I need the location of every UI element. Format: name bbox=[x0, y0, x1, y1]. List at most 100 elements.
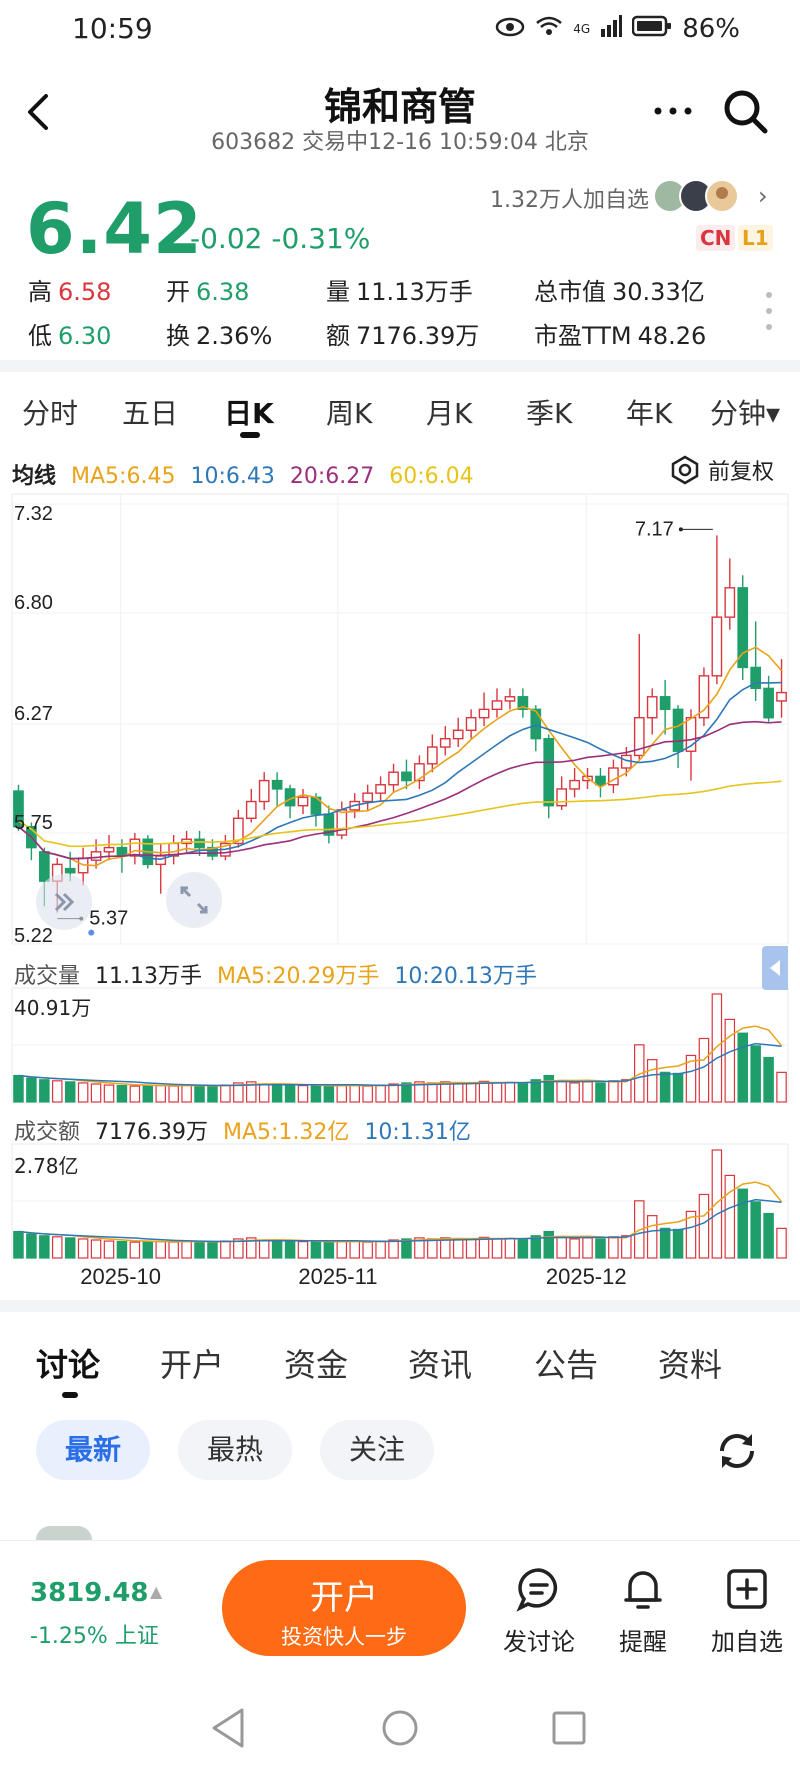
stat-open: 开 6.38 bbox=[166, 278, 250, 306]
nav-home-icon bbox=[382, 1710, 418, 1746]
candle-body bbox=[194, 838, 205, 849]
stat-turnover: 换 2.36% bbox=[166, 322, 273, 350]
stat-volume: 量 11.13万手 bbox=[326, 278, 473, 306]
refresh-button[interactable] bbox=[712, 1426, 762, 1476]
expand-left-button[interactable] bbox=[36, 874, 92, 930]
tab-minute[interactable]: 分钟▾ bbox=[710, 397, 781, 430]
search-button[interactable] bbox=[720, 86, 772, 138]
volume-bar bbox=[349, 1084, 360, 1103]
tab-discussion[interactable]: 讨论 bbox=[36, 1346, 101, 1384]
candle-body bbox=[103, 846, 115, 853]
amount-bar bbox=[336, 1240, 348, 1259]
more-button[interactable] bbox=[650, 96, 696, 126]
back-button[interactable] bbox=[20, 82, 64, 142]
candle-body bbox=[401, 771, 412, 782]
open-account-button[interactable]: 开户 投资快人一步 bbox=[222, 1560, 466, 1656]
volume-bar bbox=[672, 1072, 684, 1103]
side-panel-toggle[interactable] bbox=[762, 946, 788, 990]
volume-legend: 成交量 11.13万手 MA5:20.29万手 10:20.13万手 bbox=[14, 964, 537, 989]
filter-hot[interactable]: 最热 bbox=[178, 1420, 292, 1480]
volume-bar bbox=[26, 1077, 37, 1103]
index-change[interactable]: -1.25% 上证 bbox=[30, 1624, 159, 1649]
volume-bar bbox=[698, 1037, 710, 1103]
amount-ma10-line bbox=[18, 1198, 782, 1243]
chevron-left-icon bbox=[28, 94, 48, 130]
amount-bar bbox=[659, 1227, 671, 1259]
status-bar: 10:59 4G 86% bbox=[0, 0, 800, 60]
tab-daily-k[interactable]: 日K bbox=[224, 397, 274, 430]
divider bbox=[0, 360, 800, 372]
fullscreen-button[interactable] bbox=[166, 872, 222, 928]
volume-bar bbox=[478, 1080, 490, 1103]
adjust-toggle[interactable]: 前复权 bbox=[670, 454, 774, 486]
ma-legend: 均线 MA5:6.45 10:6.43 20:6.27 60:6.04 bbox=[12, 458, 482, 490]
filter-latest[interactable]: 最新 bbox=[36, 1420, 150, 1480]
kline-chart[interactable]: 7.32 6.80 6.27 5.75 5.22 7.17 5.37 2025-10 2025… bbox=[0, 488, 800, 1288]
filter-following[interactable]: 关注 bbox=[320, 1420, 434, 1480]
tab-capital[interactable]: 资金 bbox=[284, 1346, 349, 1384]
tab-open-account[interactable]: 开户 bbox=[160, 1346, 225, 1384]
volume-bar bbox=[271, 1084, 283, 1103]
candle-body bbox=[129, 838, 141, 857]
amount-bar bbox=[181, 1240, 192, 1259]
amount-bar bbox=[258, 1239, 270, 1259]
volume-bar bbox=[465, 1082, 477, 1103]
price-alert-button[interactable]: 提醒 bbox=[598, 1566, 688, 1657]
amount-bar bbox=[194, 1240, 205, 1259]
tab-five-day[interactable]: 五日 bbox=[122, 397, 179, 430]
open-account-subtitle: 投资快人一步 bbox=[281, 1625, 407, 1649]
x-tick-label: 2025-12 bbox=[546, 1264, 627, 1288]
amount-bar bbox=[556, 1236, 567, 1259]
candle-body bbox=[13, 790, 24, 828]
add-watchlist-button[interactable]: 加自选 bbox=[702, 1566, 792, 1657]
candle-body bbox=[504, 696, 516, 702]
candle-body bbox=[737, 587, 749, 669]
tab-yearly-k[interactable]: 年K bbox=[626, 397, 673, 430]
amount-bar bbox=[750, 1201, 761, 1259]
volume-bar bbox=[401, 1082, 412, 1103]
amount-bar bbox=[595, 1238, 606, 1259]
active-tab-indicator bbox=[62, 1392, 78, 1398]
candle-body bbox=[271, 779, 283, 790]
volume-bar bbox=[582, 1081, 593, 1103]
candle-body bbox=[297, 796, 309, 807]
battery-level: 86% bbox=[682, 14, 740, 44]
tab-quarterly-k[interactable]: 季K bbox=[526, 397, 573, 430]
eye-icon bbox=[495, 14, 525, 44]
ma20-value: 20:6.27 bbox=[289, 464, 375, 489]
add-square-icon bbox=[727, 1569, 767, 1609]
tab-monthly-k[interactable]: 月K bbox=[426, 397, 473, 430]
tab-intraday[interactable]: 分时 bbox=[22, 397, 79, 430]
tab-news[interactable]: 资讯 bbox=[408, 1346, 473, 1384]
watcher-avatars[interactable] bbox=[652, 178, 748, 214]
low-marker-label: 5.37 bbox=[89, 908, 128, 930]
amount-bar bbox=[672, 1228, 684, 1259]
watchers-count[interactable]: 1.32万人加自选 bbox=[490, 188, 649, 213]
content-tabs: 讨论 开户 资金 资讯 公告 资料 bbox=[0, 1318, 800, 1398]
amount-bar bbox=[129, 1241, 141, 1259]
fullscreen-icon bbox=[180, 886, 208, 914]
ma60-line bbox=[18, 780, 782, 848]
candle-body bbox=[569, 779, 580, 790]
tab-profile[interactable]: 资料 bbox=[658, 1346, 723, 1384]
ma10-line bbox=[17, 681, 782, 860]
volume-bar bbox=[103, 1084, 115, 1103]
expand-stats-icon[interactable] bbox=[764, 290, 774, 332]
period-tabs: 分时 五日 日K 周K 月K 季K 年K 分钟▾ bbox=[0, 376, 800, 442]
index-value[interactable]: 3819.48 bbox=[30, 1578, 149, 1608]
amount-bar bbox=[233, 1238, 244, 1259]
amount-bar bbox=[491, 1238, 503, 1259]
volume-bar bbox=[621, 1079, 632, 1103]
tab-weekly-k[interactable]: 周K bbox=[326, 397, 373, 430]
stat-amount: 额 7176.39万 bbox=[326, 322, 480, 350]
x-tick-label: 2025-11 bbox=[298, 1264, 377, 1288]
amount-bar bbox=[246, 1237, 257, 1259]
volume-bar bbox=[659, 1071, 671, 1103]
post-discussion-button[interactable]: 发讨论 bbox=[494, 1566, 584, 1657]
candle-body bbox=[763, 687, 774, 719]
refresh-icon bbox=[720, 1434, 754, 1468]
tab-announcements[interactable]: 公告 bbox=[534, 1346, 599, 1384]
chevron-right-icon[interactable]: › bbox=[758, 182, 768, 210]
candle-body bbox=[608, 767, 619, 786]
search-icon bbox=[724, 90, 768, 134]
